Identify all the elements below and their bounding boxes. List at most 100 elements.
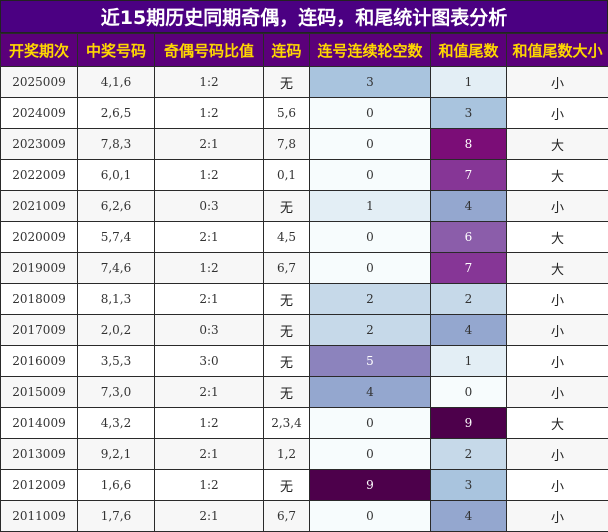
cell-numbers: 2,0,2 (77, 314, 155, 346)
cell-sum-tail-size: 小 (506, 500, 608, 532)
table-row: 2011009 1,7,6 2:1 6,7 0 4 小 (0, 500, 608, 532)
cell-consecutive: 无 (263, 314, 310, 346)
cell-sum-tail-size: 小 (506, 469, 608, 501)
cell-sum-tail-size: 小 (506, 283, 608, 315)
cell-sum-tail: 6 (430, 221, 507, 253)
table-body: 2025009 4,1,6 1:2 无 3 1 小 2024009 2,6,5 1:2 5,6 0 3 小… (0, 66, 608, 532)
cell-consecutive-gap: 9 (309, 469, 431, 501)
cell-sum-tail-size: 大 (506, 252, 608, 284)
cell-odd-even-ratio: 2:1 (154, 283, 264, 315)
cell-sum-tail-size: 大 (506, 159, 608, 191)
cell-numbers: 9,2,1 (77, 438, 155, 470)
cell-sum-tail-size: 大 (506, 221, 608, 253)
cell-odd-even-ratio: 1:2 (154, 159, 264, 191)
cell-sum-tail-size: 小 (506, 345, 608, 377)
cell-consecutive: 无 (263, 283, 310, 315)
cell-period: 2017009 (0, 314, 78, 346)
cell-consecutive: 1,2 (263, 438, 310, 470)
cell-period: 2013009 (0, 438, 78, 470)
cell-odd-even-ratio: 3:0 (154, 345, 264, 377)
page-title: 近15期历史同期奇偶，连码，和尾统计图表分析 (0, 0, 608, 33)
cell-odd-even-ratio: 2:1 (154, 500, 264, 532)
cell-sum-tail: 4 (430, 314, 507, 346)
cell-sum-tail: 3 (430, 97, 507, 129)
cell-numbers: 1,6,6 (77, 469, 155, 501)
cell-consecutive: 5,6 (263, 97, 310, 129)
table-header-row: 开奖期次 中奖号码 奇偶号码比值 连码 连号连续轮空数 和值尾数 和值尾数大小 (0, 33, 608, 67)
cell-consecutive: 无 (263, 345, 310, 377)
cell-consecutive: 7,8 (263, 128, 310, 160)
cell-consecutive: 6,7 (263, 500, 310, 532)
cell-sum-tail-size: 大 (506, 128, 608, 160)
table-row: 2018009 8,1,3 2:1 无 2 2 小 (0, 283, 608, 315)
cell-sum-tail: 7 (430, 159, 507, 191)
cell-sum-tail-size: 小 (506, 438, 608, 470)
cell-period: 2021009 (0, 190, 78, 222)
cell-consecutive: 无 (263, 66, 310, 98)
cell-period: 2018009 (0, 283, 78, 315)
cell-odd-even-ratio: 1:2 (154, 252, 264, 284)
cell-consecutive: 无 (263, 376, 310, 408)
table-row: 2016009 3,5,3 3:0 无 5 1 小 (0, 345, 608, 377)
cell-consecutive-gap: 0 (309, 252, 431, 284)
cell-numbers: 1,7,6 (77, 500, 155, 532)
cell-period: 2022009 (0, 159, 78, 191)
header-period: 开奖期次 (0, 33, 78, 67)
cell-sum-tail-size: 大 (506, 407, 608, 439)
cell-sum-tail: 2 (430, 283, 507, 315)
cell-odd-even-ratio: 1:2 (154, 469, 264, 501)
cell-period: 2014009 (0, 407, 78, 439)
cell-consecutive-gap: 0 (309, 128, 431, 160)
cell-sum-tail-size: 小 (506, 376, 608, 408)
cell-numbers: 7,3,0 (77, 376, 155, 408)
cell-odd-even-ratio: 2:1 (154, 376, 264, 408)
cell-period: 2023009 (0, 128, 78, 160)
cell-sum-tail: 0 (430, 376, 507, 408)
cell-sum-tail: 1 (430, 345, 507, 377)
cell-numbers: 6,2,6 (77, 190, 155, 222)
table-row: 2015009 7,3,0 2:1 无 4 0 小 (0, 376, 608, 408)
header-sum-tail: 和值尾数 (430, 33, 507, 67)
cell-sum-tail: 2 (430, 438, 507, 470)
cell-consecutive-gap: 3 (309, 66, 431, 98)
cell-consecutive: 6,7 (263, 252, 310, 284)
cell-odd-even-ratio: 2:1 (154, 221, 264, 253)
cell-sum-tail: 9 (430, 407, 507, 439)
header-consecutive: 连码 (263, 33, 310, 67)
table-row: 2020009 5,7,4 2:1 4,5 0 6 大 (0, 221, 608, 253)
cell-consecutive-gap: 0 (309, 97, 431, 129)
cell-numbers: 4,3,2 (77, 407, 155, 439)
cell-odd-even-ratio: 2:1 (154, 438, 264, 470)
table-row: 2024009 2,6,5 1:2 5,6 0 3 小 (0, 97, 608, 129)
table-row: 2014009 4,3,2 1:2 2,3,4 0 9 大 (0, 407, 608, 439)
cell-period: 2019009 (0, 252, 78, 284)
cell-odd-even-ratio: 0:3 (154, 190, 264, 222)
cell-consecutive-gap: 1 (309, 190, 431, 222)
stats-table: 开奖期次 中奖号码 奇偶号码比值 连码 连号连续轮空数 和值尾数 和值尾数大小 … (0, 33, 608, 532)
cell-odd-even-ratio: 2:1 (154, 128, 264, 160)
cell-numbers: 6,0,1 (77, 159, 155, 191)
table-row: 2023009 7,8,3 2:1 7,8 0 8 大 (0, 128, 608, 160)
header-numbers: 中奖号码 (77, 33, 155, 67)
cell-numbers: 3,5,3 (77, 345, 155, 377)
cell-sum-tail: 8 (430, 128, 507, 160)
cell-consecutive-gap: 0 (309, 407, 431, 439)
cell-numbers: 4,1,6 (77, 66, 155, 98)
table-row: 2021009 6,2,6 0:3 无 1 4 小 (0, 190, 608, 222)
cell-sum-tail: 1 (430, 66, 507, 98)
table-row: 2013009 9,2,1 2:1 1,2 0 2 小 (0, 438, 608, 470)
table-row: 2022009 6,0,1 1:2 0,1 0 7 大 (0, 159, 608, 191)
cell-consecutive: 4,5 (263, 221, 310, 253)
cell-period: 2011009 (0, 500, 78, 532)
cell-odd-even-ratio: 1:2 (154, 407, 264, 439)
cell-period: 2015009 (0, 376, 78, 408)
table-row: 2012009 1,6,6 1:2 无 9 3 小 (0, 469, 608, 501)
header-consecutive-gap: 连号连续轮空数 (309, 33, 431, 67)
cell-consecutive-gap: 0 (309, 221, 431, 253)
cell-sum-tail-size: 小 (506, 66, 608, 98)
cell-numbers: 2,6,5 (77, 97, 155, 129)
cell-consecutive-gap: 2 (309, 314, 431, 346)
cell-period: 2020009 (0, 221, 78, 253)
cell-consecutive-gap: 4 (309, 376, 431, 408)
